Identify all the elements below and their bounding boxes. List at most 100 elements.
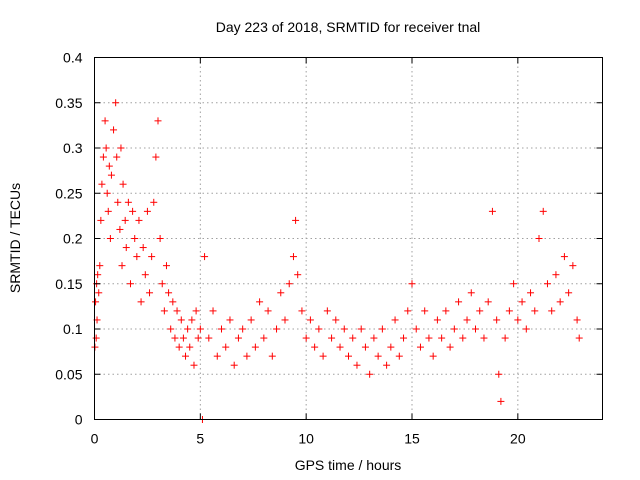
data-point [459,334,467,342]
data-point [156,235,164,242]
data-point [374,352,382,360]
data-point [154,117,162,125]
x-axis-label: GPS time / hours [295,457,402,473]
data-point [302,334,310,342]
data-point [119,180,127,188]
data-point [165,289,173,297]
data-point [268,352,276,360]
data-point [311,343,319,351]
data-point [455,298,463,306]
data-point [179,334,187,342]
data-point [336,343,344,351]
data-point [196,325,204,333]
data-point [99,153,107,161]
data-point [292,216,300,224]
x-tick-label: 5 [196,431,204,447]
data-point [133,253,141,261]
data-point [345,352,352,360]
data-point [97,216,105,224]
data-point [98,180,106,188]
data-point [442,307,450,315]
data-point [306,316,314,324]
data-point [472,325,479,333]
y-tick-label: 0.35 [55,95,82,111]
data-point [535,235,543,242]
data-point [139,244,147,252]
data-point [539,207,547,215]
data-point [323,307,331,315]
data-point [366,370,374,378]
data-point [277,289,285,297]
data-point [239,325,247,333]
data-point [175,343,183,351]
data-point [273,325,281,333]
data-point [387,343,395,351]
data-point [162,262,170,270]
data-point [425,334,433,342]
plot-frame [94,57,603,420]
data-point [167,325,175,333]
y-tick-label: 0 [75,412,83,428]
data-point [543,280,551,288]
data-point [522,325,530,333]
data-point [480,334,488,342]
y-tick-label: 0.4 [63,50,83,66]
y-tick-label: 0.1 [63,321,83,337]
data-point [209,307,217,315]
data-point [222,343,230,351]
data-point [169,298,177,306]
data-point [247,316,255,324]
data-point [107,171,115,179]
data-point [141,271,149,279]
data-point [361,343,369,351]
data-point [182,352,190,360]
data-point [548,307,556,315]
data-point [101,117,109,125]
data-point [556,298,564,306]
data-point [148,253,156,261]
data-point [96,262,104,270]
data-point [160,307,168,315]
data-point [213,352,221,360]
data-point [514,316,522,324]
data-point [106,235,114,242]
data-point [378,325,386,333]
y-tick-label: 0.05 [55,366,82,382]
data-point [192,307,200,315]
data-point [404,307,412,315]
x-tick-label: 20 [510,431,526,447]
data-point [234,334,242,342]
data-point [184,325,192,333]
data-point [186,343,194,351]
data-point [173,307,181,315]
data-point [575,334,583,342]
data-point [114,198,122,206]
data-point [152,153,160,161]
data-point [201,253,209,261]
x-tick-label: 0 [91,431,99,447]
data-point [476,307,484,315]
data-point [438,334,446,342]
data-point [92,334,100,342]
data-point [495,370,503,378]
data-point [285,280,293,288]
data-point [103,189,111,197]
data-point [391,316,399,324]
data-point [135,216,143,224]
data-point [531,307,539,315]
data-point [433,316,441,324]
y-tick-label: 0.25 [55,185,82,201]
data-point [429,352,437,360]
data-point [332,316,340,324]
data-point [484,298,492,306]
data-point [505,307,513,315]
data-point [177,316,185,324]
data-point [281,316,289,324]
axis-ticks: 0 0.05 0.1 0.15 0.2 0.25 0.3 0.35 0.4 0 5 10 15 20 [55,50,603,447]
data-point [121,216,129,224]
data-point [527,289,535,297]
data-point [230,361,238,369]
data-point [126,280,134,288]
data-point [510,280,518,288]
